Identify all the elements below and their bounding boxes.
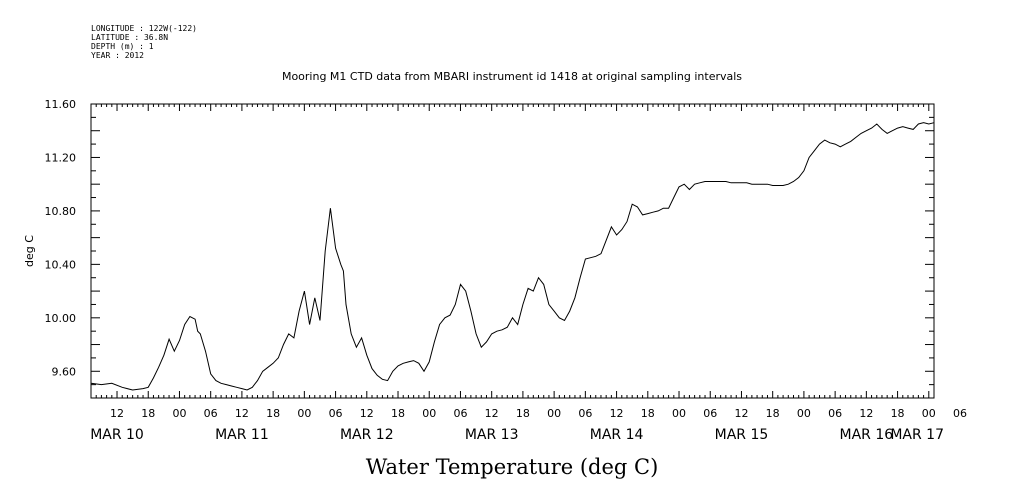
x-tick-label: 00	[547, 407, 561, 420]
date-label: MAR 11	[215, 427, 269, 443]
x-tick-label: 06	[703, 407, 717, 420]
x-tick-label: 00	[672, 407, 686, 420]
x-tick-label: 06	[953, 407, 967, 420]
x-tick-label: 12	[610, 407, 624, 420]
y-tick-label: 10.00	[45, 312, 77, 325]
x-tick-label: 00	[422, 407, 436, 420]
x-tick-label: 00	[297, 407, 311, 420]
x-tick-label: 18	[641, 407, 655, 420]
x-tick-label: 18	[141, 407, 155, 420]
date-label: MAR 12	[340, 427, 394, 443]
axis-ticks	[90, 103, 935, 399]
x-tick-label: 06	[453, 407, 467, 420]
x-tick-label: 06	[204, 407, 218, 420]
temperature-line	[90, 122, 935, 391]
x-tick-label: 06	[828, 407, 842, 420]
date-label: MAR 14	[590, 427, 644, 443]
x-tick-label: 12	[485, 407, 499, 420]
x-tick-label: 00	[172, 407, 186, 420]
x-tick-label: 12	[360, 407, 374, 420]
year-label: YEAR : 2012	[91, 51, 144, 60]
x-tick-label: 06	[329, 407, 343, 420]
header-block: LONGITUDE : 122W(-122) LATITUDE : 36.8N …	[91, 24, 197, 60]
x-tick-label: 06	[578, 407, 592, 420]
x-tick-label: 18	[766, 407, 780, 420]
date-label: MAR 10	[90, 427, 144, 443]
latitude-label: LATITUDE : 36.8N	[91, 33, 168, 42]
x-tick-label: 12	[235, 407, 249, 420]
x-tick-label: 00	[922, 407, 936, 420]
date-label: MAR 15	[715, 427, 769, 443]
depth-label: DEPTH (m) : 1	[91, 42, 154, 51]
y-tick-label: 10.40	[45, 258, 77, 271]
x-tick-label: 12	[110, 407, 124, 420]
longitude-label: LONGITUDE : 122W(-122)	[91, 24, 197, 33]
x-tick-label: 18	[516, 407, 530, 420]
chart-title: Mooring M1 CTD data from MBARI instrumen…	[282, 70, 742, 83]
x-tick-label: 12	[734, 407, 748, 420]
x-tick-label: 18	[266, 407, 280, 420]
date-label: MAR 13	[465, 427, 519, 443]
date-label: MAR 16	[840, 427, 894, 443]
y-tick-labels: 9.60 10.00 10.40 10.80 11.20 11.60	[45, 98, 77, 378]
y-tick-label: 11.60	[45, 98, 77, 111]
y-tick-label: 11.20	[45, 151, 77, 164]
x-tick-label: 18	[891, 407, 905, 420]
y-tick-label: 9.60	[52, 365, 77, 378]
x-tick-label: 00	[797, 407, 811, 420]
x-tick-labels: 12 18 00 06 12 18 00 06 12 18 00 06 12 18 00 06 12 18 00 06…	[110, 407, 967, 420]
x-tick-label: 18	[391, 407, 405, 420]
y-axis-label: deg C	[23, 235, 36, 267]
date-labels: MAR 10 MAR 11 MAR 12 MAR 13 MAR 14 MAR 15 MAR …	[90, 427, 944, 443]
x-tick-label: 12	[859, 407, 873, 420]
plot-frame	[90, 103, 935, 399]
x-axis-label: Water Temperature (deg C)	[366, 455, 659, 479]
y-tick-label: 10.80	[45, 205, 77, 218]
date-label: MAR 17	[890, 427, 944, 443]
